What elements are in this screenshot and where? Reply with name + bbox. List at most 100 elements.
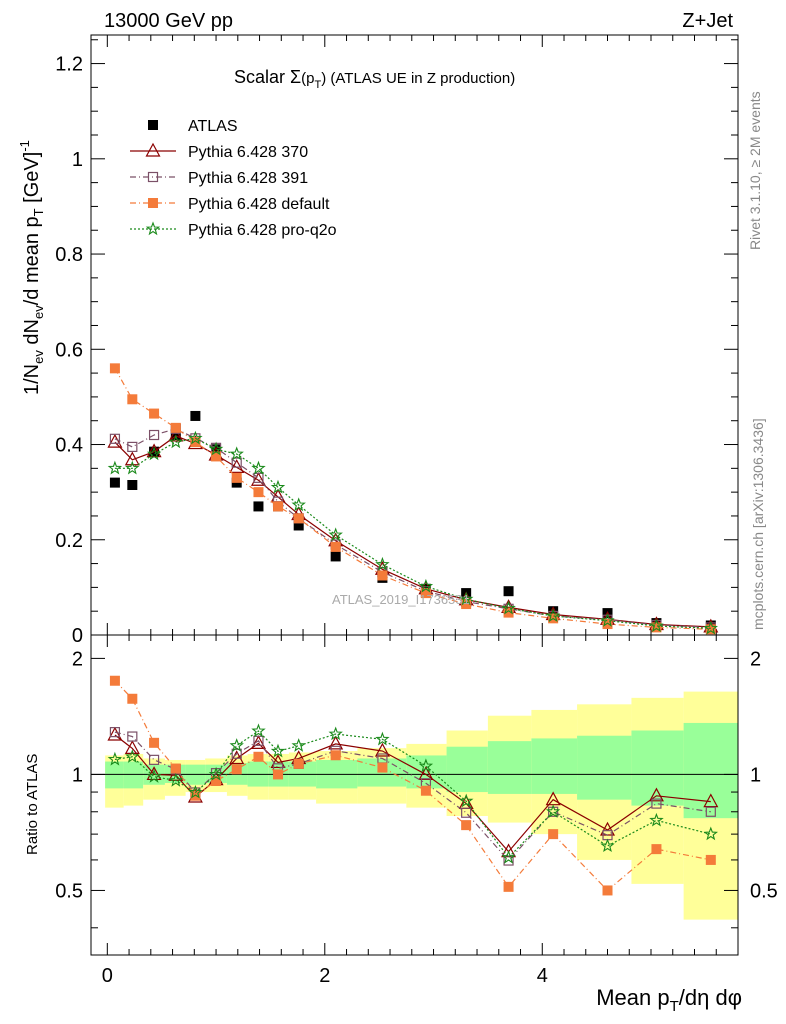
data-point	[503, 607, 514, 618]
ratio-point	[503, 881, 514, 892]
legend-marker	[145, 142, 161, 157]
data-point	[330, 541, 341, 552]
ratio-point	[190, 790, 201, 801]
ratio-point	[374, 742, 390, 757]
data-point	[190, 437, 201, 448]
data-point	[330, 551, 341, 562]
data-point	[168, 434, 183, 449]
ratio-tick-label: 0.5	[750, 880, 778, 902]
data-point	[146, 446, 162, 461]
ratio-point	[273, 769, 284, 780]
y-tick-label: 0	[72, 625, 83, 647]
x-tick-label: 0	[102, 965, 113, 987]
data-point	[293, 513, 304, 524]
ratio-y-axis-label: Ratio to ATLAS	[24, 754, 41, 855]
ratio-point	[602, 885, 613, 896]
mcplots-label: mcplots.cern.ch [arXiv:1306.3436]	[750, 418, 766, 630]
data-point	[270, 479, 286, 494]
stat-band-bin	[683, 722, 738, 819]
chart-title: Scalar Σ(pT) (ATLAS UE in Z production)	[234, 67, 515, 91]
legend-marker	[148, 198, 158, 208]
ratio-plot-frame	[90, 634, 739, 956]
ratio-point	[270, 743, 286, 758]
y-axis-label: 1/Nev dNev/d mean pT [GeV]-1	[17, 140, 46, 395]
data-point	[253, 487, 264, 498]
data-point	[375, 556, 390, 571]
ratio-point	[148, 754, 160, 765]
series-line-ratio	[114, 730, 711, 859]
ratio-point	[231, 748, 242, 759]
ratio-point	[270, 754, 286, 769]
data-point	[253, 472, 264, 483]
ratio-point	[168, 772, 183, 787]
header-left: 13000 GeV pp	[104, 10, 233, 32]
ratio-point	[253, 751, 264, 762]
ratio-point	[458, 793, 474, 808]
x-axis-label: Mean pT/dη dφ	[596, 985, 742, 1015]
ratio-point	[109, 727, 121, 738]
ratio-point	[461, 820, 472, 831]
ratio-point	[107, 726, 123, 741]
ratio-tick-label: 1	[72, 764, 83, 786]
ratio-point	[229, 738, 244, 752]
ratio-series	[107, 675, 719, 896]
stat-band-bin	[577, 735, 632, 800]
data-point	[461, 599, 472, 610]
ratio-point	[107, 751, 123, 766]
ratio-point	[377, 762, 388, 773]
ratio-point	[600, 838, 615, 853]
data-point	[231, 457, 242, 468]
data-point	[501, 600, 516, 615]
ratio-point	[418, 766, 434, 781]
data-point	[127, 394, 138, 405]
data-point	[168, 427, 184, 442]
ratio-point	[648, 787, 664, 802]
y-tick-label: 0.2	[55, 530, 83, 552]
data-point	[458, 591, 474, 606]
ratio-point	[127, 731, 138, 742]
ratio-uncertainty-bands	[91, 691, 738, 920]
y-tick-label: 0.8	[55, 244, 83, 266]
data-point	[649, 618, 664, 633]
data-point	[208, 441, 224, 456]
ratio-tick-label: 2	[72, 648, 83, 670]
legend-label: ATLAS	[188, 118, 238, 135]
data-point	[250, 471, 266, 486]
data-point	[124, 451, 140, 466]
ratio-point	[375, 731, 390, 746]
ratio-point	[703, 826, 718, 841]
ratio-point	[705, 806, 716, 817]
series-line-main	[114, 368, 711, 630]
ratio-point	[703, 793, 719, 808]
data-point	[127, 441, 138, 453]
legend-marker	[148, 120, 158, 130]
data-point	[273, 501, 284, 512]
data-point	[229, 459, 245, 473]
data-point	[418, 578, 434, 593]
data-point	[545, 608, 561, 623]
header-right: Z+Jet	[682, 10, 733, 32]
legend: ATLAS Pythia 6.428 370 Pythia 6.428 391 Pyt…	[130, 118, 337, 239]
ratio-point	[188, 784, 203, 799]
stat-band-bin	[446, 746, 488, 793]
data-point	[293, 520, 304, 531]
data-point	[211, 444, 222, 455]
ratio-point	[461, 807, 472, 818]
legend-label: Pythia 6.428 default	[188, 196, 330, 213]
y-tick-label: 0.6	[55, 339, 83, 361]
ratio-tick-label: 2	[750, 648, 761, 670]
stat-band-bin	[123, 761, 144, 789]
data-point	[107, 433, 123, 448]
ratio-point	[548, 829, 559, 840]
data-point	[503, 586, 514, 597]
ratio-point	[418, 758, 434, 773]
ratio-point	[328, 726, 343, 741]
legend-label: Pythia 6.428 pro-q2o	[188, 222, 337, 239]
plot-frames	[90, 34, 739, 956]
data-point	[703, 620, 718, 635]
data-point	[109, 477, 120, 488]
data-point	[253, 501, 264, 512]
data-point	[651, 622, 662, 633]
data-point	[107, 460, 123, 475]
ratio-point	[649, 812, 664, 827]
